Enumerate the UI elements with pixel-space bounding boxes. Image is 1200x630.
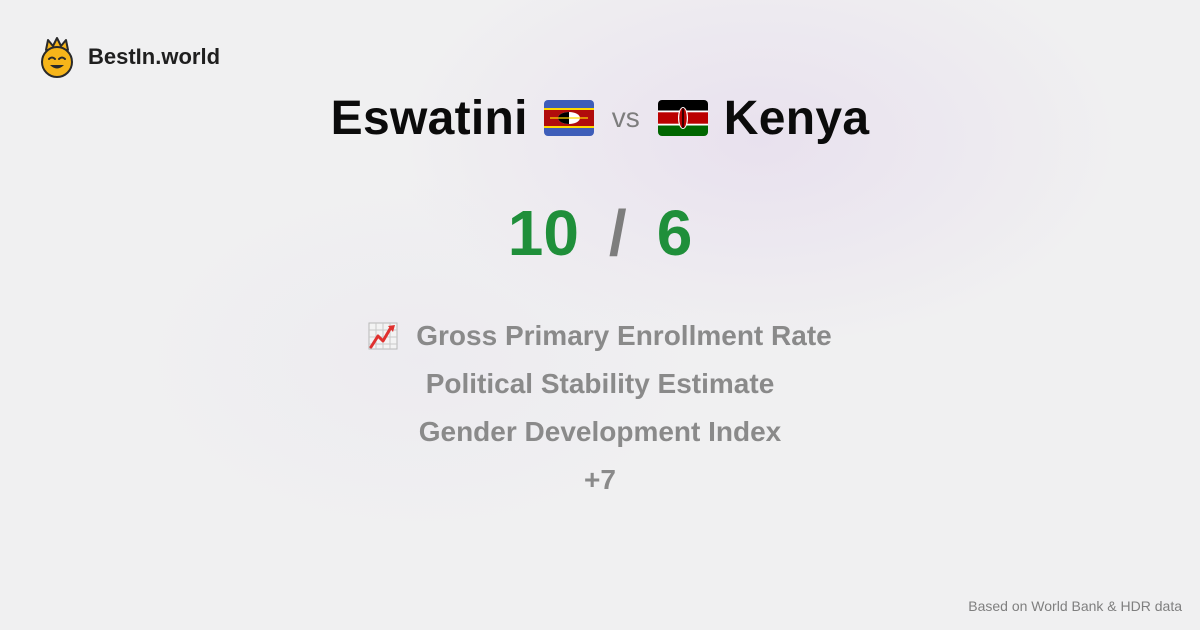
data-source-note: Based on World Bank & HDR data [968, 598, 1182, 614]
left-score: 10 [507, 197, 579, 269]
more-metrics-count: +7 [584, 456, 616, 504]
brand-name: BestIn.world [88, 44, 221, 69]
chart-increasing-icon [368, 322, 398, 350]
right-country-name: Kenya [723, 91, 870, 145]
right-score: 6 [656, 197, 693, 269]
metric-label: Gender Development Index [418, 416, 782, 447]
left-country-name: Eswatini [330, 91, 528, 145]
metric-item: Gender Development Index [419, 408, 782, 456]
metric-item: Gross Primary Enrollment Rate [368, 312, 832, 360]
comparison-title: Eswatini vs Kenya [0, 86, 1200, 150]
crowned-smiley-logo-icon [41, 37, 73, 78]
score-separator: / [608, 197, 627, 269]
metric-label: +7 [584, 464, 616, 495]
metric-label: Gross Primary Enrollment Rate [416, 320, 832, 351]
metric-item: Political Stability Estimate [426, 360, 775, 408]
metrics-list: Gross Primary Enrollment Rate Political … [0, 312, 1200, 504]
brand[interactable]: BestIn.world [38, 36, 220, 78]
metric-label: Political Stability Estimate [425, 368, 775, 399]
score: 10 / 6 [0, 195, 1200, 271]
kenya-flag-icon [657, 100, 708, 136]
vs-label: vs [611, 102, 640, 133]
eswatini-flag-icon [543, 100, 594, 136]
